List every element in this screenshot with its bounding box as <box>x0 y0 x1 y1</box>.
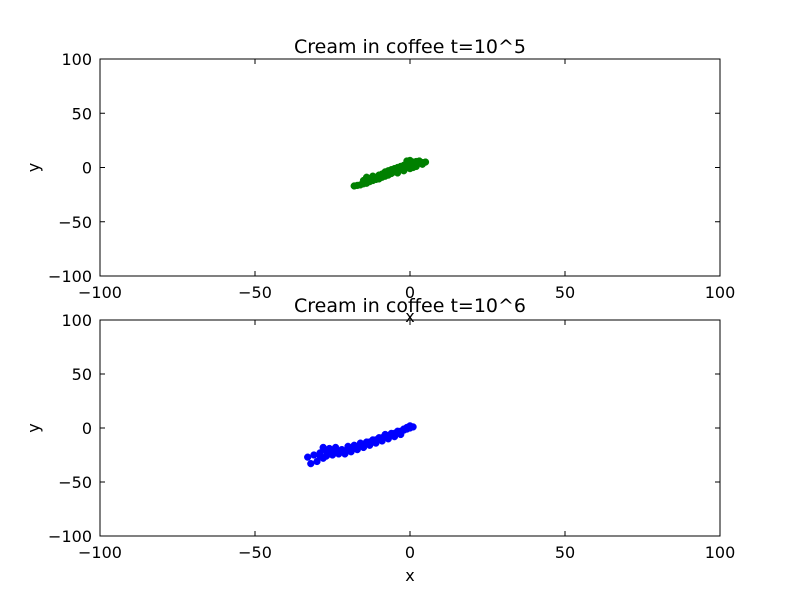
y-tick-label-top-4: 100 <box>61 50 92 69</box>
scatter-point-bottom-63 <box>316 449 324 457</box>
y-tick-label-top-0: −100 <box>48 267 92 286</box>
chart-title-bottom: Cream in coffee t=10^6 <box>294 295 526 317</box>
scatter-point-bottom-1 <box>307 459 315 468</box>
x-axis-label-top: x <box>405 307 414 326</box>
ticks-bottom: −100 −50 0 50 100 −100 −50 0 50 100 <box>48 311 735 562</box>
scatter-point-top-57 <box>384 169 392 177</box>
y-tick-label-bottom-1: −50 <box>58 473 92 492</box>
scatter-point-bottom-53 <box>341 450 349 458</box>
ticks-top: −100 −50 0 50 100 −100 −50 0 50 100 <box>48 50 735 302</box>
x-tick-label-bottom-0: −100 <box>78 543 122 562</box>
x-tick-label-top-2: 0 <box>405 283 415 302</box>
y-tick-label-bottom-4: 100 <box>61 311 92 330</box>
subplot-top: Cream in coffee t=10^5 −100 −50 0 50 100−100… <box>24 36 735 326</box>
x-tick-label-top-0: −100 <box>78 283 122 302</box>
x-axis-label-bottom: x <box>405 566 414 585</box>
scatter-point-top-59 <box>369 174 377 183</box>
x-tick-label-top-1: −50 <box>238 283 272 302</box>
y-axis-label-top: y <box>24 163 43 172</box>
x-tick-label-bottom-4: 100 <box>705 543 736 562</box>
scatter-point-bottom-58 <box>372 439 380 447</box>
y-tick-label-top-2: 0 <box>82 159 92 178</box>
scatter-point-top-54 <box>400 167 408 175</box>
subplot-bottom: Cream in coffee t=10^6 −100 −50 0 50 100−100… <box>24 295 735 585</box>
chart-title-top: Cream in coffee t=10^5 <box>294 36 526 58</box>
scatter-point-bottom-59 <box>378 437 386 445</box>
scatter-point-bottom-54 <box>347 448 355 456</box>
scatter-point-top-53 <box>393 169 402 177</box>
y-tick-label-top-1: −50 <box>58 213 92 232</box>
scatter-point-bottom-49 <box>400 425 408 433</box>
scatter-point-bottom-64 <box>310 451 318 459</box>
scatter-point-bottom-62 <box>397 430 405 439</box>
scatter-point-bottom-56 <box>359 443 368 452</box>
scatter-point-bottom-2 <box>313 457 321 466</box>
scatter-points-bottom <box>304 422 417 468</box>
scatter-point-bottom-0 <box>304 453 312 461</box>
y-tick-label-bottom-0: −100 <box>48 527 92 546</box>
scatter-point-top-42 <box>359 176 368 185</box>
scatter-point-bottom-55 <box>353 445 361 454</box>
scatter-point-top-56 <box>418 160 427 168</box>
scatter-point-top-41 <box>406 156 414 165</box>
scatter-point-top-58 <box>375 173 383 181</box>
x-tick-label-top-3: 50 <box>555 283 575 302</box>
scatter-points-top <box>350 156 430 190</box>
y-tick-label-top-3: 50 <box>72 104 92 123</box>
scatter-point-bottom-61 <box>390 432 399 441</box>
x-tick-label-bottom-1: −50 <box>238 543 272 562</box>
scatter-point-top-55 <box>412 162 420 171</box>
y-tick-label-bottom-3: 50 <box>72 365 92 384</box>
scatter-point-bottom-60 <box>384 435 392 443</box>
x-tick-label-top-4: 100 <box>705 283 736 302</box>
x-tick-label-bottom-3: 50 <box>555 543 575 562</box>
scatter-point-bottom-57 <box>366 441 374 449</box>
scatter-point-bottom-65 <box>325 448 334 456</box>
y-axis-label-bottom: y <box>24 423 43 432</box>
y-tick-label-bottom-2: 0 <box>82 419 92 438</box>
x-tick-label-bottom-2: 0 <box>405 543 415 562</box>
scatter-point-bottom-52 <box>335 450 343 458</box>
